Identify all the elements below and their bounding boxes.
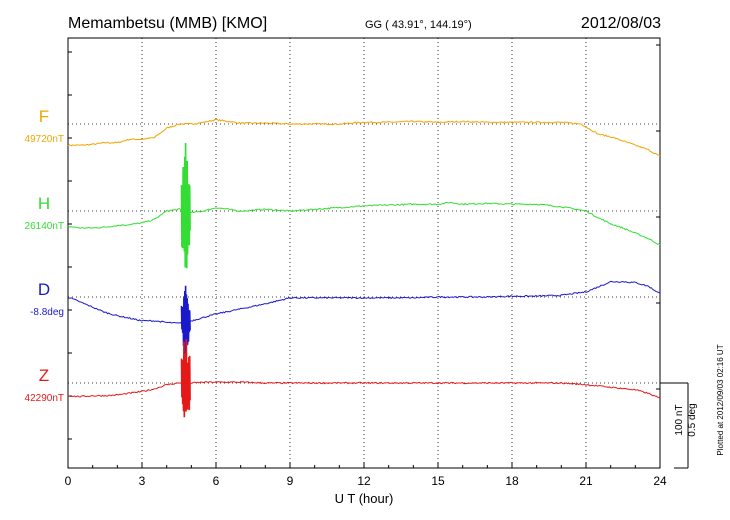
date-label: 2012/08/03	[581, 15, 661, 32]
x-tick-label: 12	[357, 474, 371, 488]
series-line-D	[67, 280, 661, 325]
x-axis-label: U T (hour)	[335, 491, 394, 506]
series-burst-D	[180, 285, 191, 355]
x-tick-label: 18	[505, 474, 519, 488]
series-label-Z: Z	[39, 366, 49, 385]
series-label-D: D	[38, 280, 50, 299]
scale-deg-label: 0.5 deg	[687, 403, 698, 436]
series-baseline-F: 49720nT	[25, 134, 64, 145]
series-burst-Z	[180, 339, 191, 418]
series-line-H	[67, 201, 661, 246]
scale-nt-label: 100 nT	[674, 404, 685, 435]
series-line-Z	[67, 380, 661, 399]
x-tick-label: 6	[213, 474, 220, 488]
series-group	[67, 118, 661, 418]
x-tick-label: 9	[287, 474, 294, 488]
station-title: Memambetsu (MMB) [KMO]	[68, 15, 267, 32]
x-tick-label: 21	[579, 474, 593, 488]
x-tick-label: 15	[431, 474, 445, 488]
series-baseline-D: -8.8deg	[30, 307, 64, 318]
series-labels: F 49720nT H 26140nT D -8.8deg Z 42290nT	[25, 107, 64, 404]
scale-bar	[660, 382, 689, 469]
x-tick-label: 3	[139, 474, 146, 488]
series-baseline-Z: 42290nT	[25, 393, 64, 404]
x-tick-label: 0	[65, 474, 72, 488]
plotted-note: Plotted at 2012/09/03 02:16 UT	[716, 344, 725, 455]
series-baseline-H: 26140nT	[25, 221, 64, 232]
series-burst-H	[180, 142, 191, 269]
coords-label: GG ( 43.91°, 144.19°)	[365, 19, 472, 31]
series-label-H: H	[38, 194, 50, 213]
x-axis-ticks: 0 3 6 9 12 15 18 21 24	[65, 462, 667, 488]
x-tick-label: 24	[653, 474, 667, 488]
series-line-F	[67, 118, 661, 157]
grid-lines	[141, 38, 587, 468]
series-label-F: F	[39, 107, 49, 126]
